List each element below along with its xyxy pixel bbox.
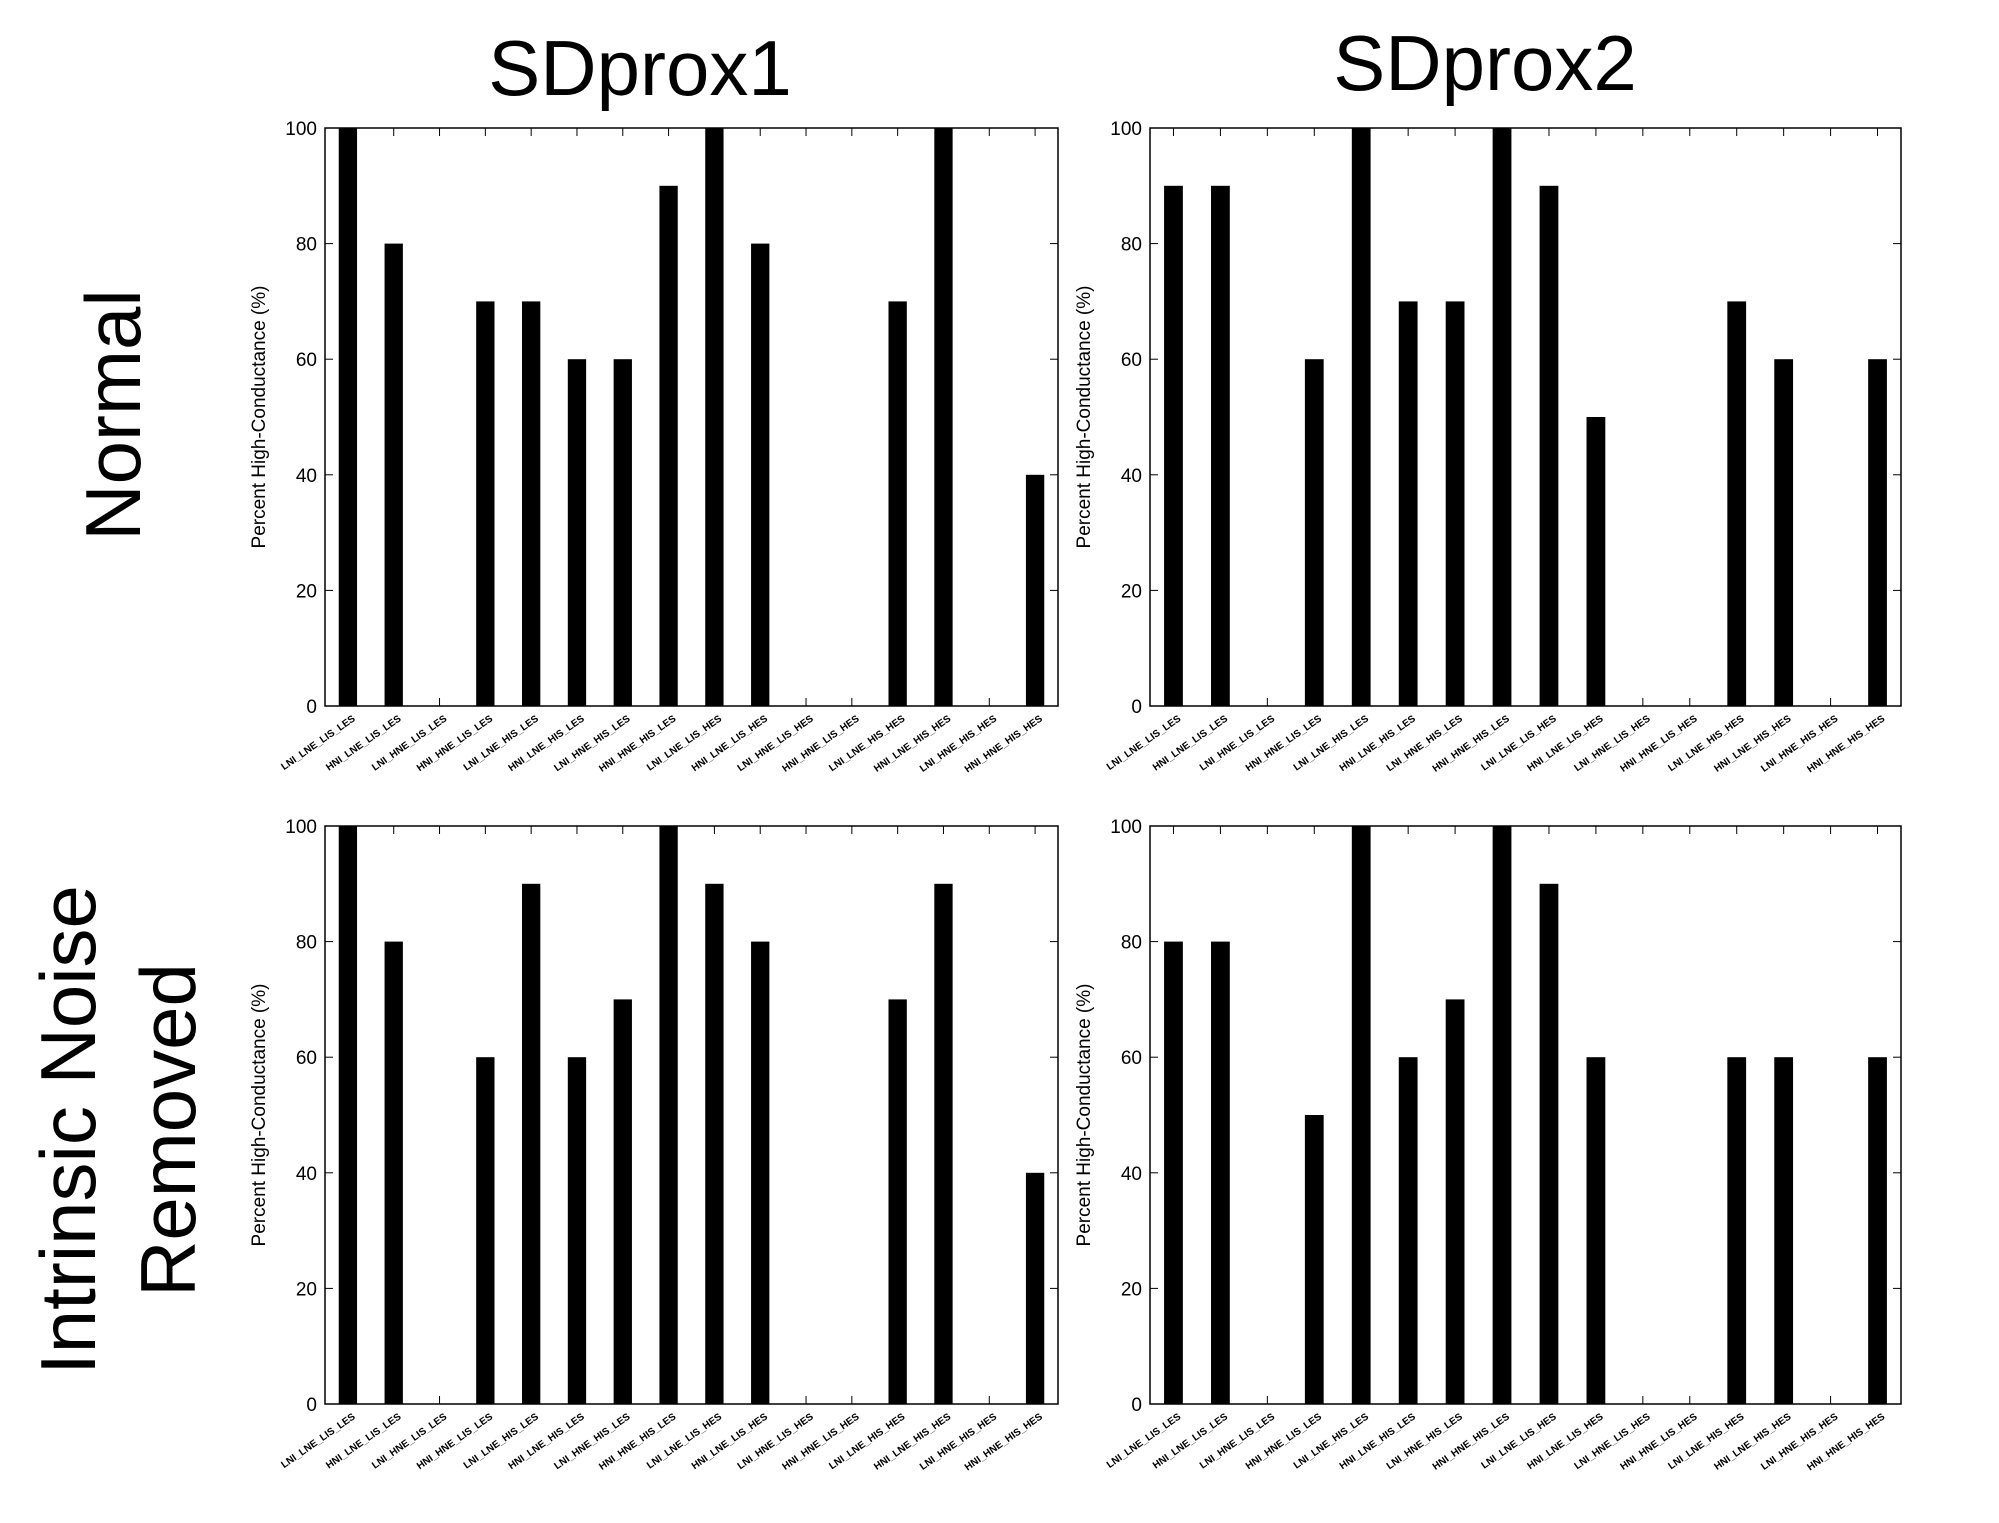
y-tick-label: 100 — [285, 817, 317, 838]
bar-HNI_HNE_LIS_LES — [1304, 359, 1324, 706]
bar-HNI_LNE_HIS_HES — [1774, 1057, 1794, 1404]
y-axis-label: Percent High-Conductance (%) — [1074, 286, 1095, 549]
y-tick-label: 80 — [296, 933, 317, 954]
bar-LNI_LNE_HIS_LES — [521, 883, 541, 1404]
bar-HNI_HNE_HIS_LES — [1492, 128, 1512, 706]
axes-frame — [324, 127, 1059, 707]
bar-LNI_HNE_HIS_LES — [613, 359, 632, 706]
bar-HNI_HNE_HIS_HES — [1868, 359, 1887, 706]
bar-HNI_LNE_HIS_HES — [1774, 359, 1794, 706]
bar-HNI_LNE_HIS_LES — [567, 1057, 587, 1404]
bar-HNI_LNE_HIS_LES — [567, 359, 587, 706]
bar-LNI_LNE_HIS_LES — [521, 301, 541, 706]
bar-HNI_HNE_LIS_LES — [476, 1057, 495, 1404]
bar-HNI_LNE_LIS_LES — [1211, 941, 1230, 1404]
y-tick-label: 60 — [296, 1048, 317, 1069]
bar-HNI_LNE_LIS_HES — [751, 243, 770, 706]
y-tick-label: 60 — [1121, 350, 1142, 371]
y-tick-label: 20 — [296, 581, 317, 602]
bar-LNI_HNE_HIS_LES — [613, 999, 632, 1404]
bar-HNI_LNE_HIS_HES — [934, 883, 953, 1404]
bar-HNI_HNE_HIS_LES — [1492, 826, 1512, 1404]
bar-HNI_LNE_LIS_HES — [1586, 417, 1606, 706]
y-axis-label: Percent High-Conductance (%) — [1074, 984, 1095, 1247]
bar-LNI_LNE_HIS_LES — [1351, 826, 1371, 1404]
axes-frame — [324, 825, 1059, 1405]
axes-frame — [1149, 127, 1902, 707]
bar-LNI_HNE_HIS_LES — [1445, 999, 1465, 1404]
y-tick-label: 0 — [306, 1395, 317, 1416]
bar-HNI_LNE_LIS_LES — [1211, 185, 1230, 707]
column-title-sdprox2: SDprox2 — [1333, 19, 1636, 107]
y-tick-label: 80 — [296, 235, 317, 256]
bar-LNI_LNE_HIS_HES — [888, 301, 907, 706]
bar-HNI_HNE_HIS_HES — [1025, 1172, 1045, 1404]
bar-LNI_LNE_LIS_HES — [705, 128, 724, 706]
bar-HNI_LNE_LIS_HES — [751, 941, 770, 1404]
bar-HNI_LNE_HIS_LES — [1398, 301, 1418, 706]
bar-HNI_LNE_LIS_LES — [384, 243, 403, 706]
y-tick-label: 100 — [1110, 119, 1142, 140]
y-tick-label: 100 — [285, 119, 317, 140]
bar-HNI_LNE_LIS_HES — [1586, 1057, 1606, 1404]
y-tick-label: 40 — [1121, 466, 1142, 487]
row-title-intrinsic-noise-line2: Removed — [124, 963, 212, 1297]
y-tick-label: 20 — [1121, 1279, 1142, 1300]
bar-LNI_LNE_LIS_LES — [338, 128, 358, 706]
bar-HNI_HNE_LIS_LES — [476, 301, 495, 706]
bar-LNI_HNE_HIS_LES — [1445, 301, 1465, 706]
bar-LNI_LNE_HIS_HES — [888, 999, 907, 1404]
y-tick-label: 60 — [1121, 1048, 1142, 1069]
bar-LNI_LNE_LIS_HES — [1539, 883, 1559, 1404]
bar-LNI_LNE_LIS_LES — [1164, 185, 1183, 707]
row-title-normal: Normal — [69, 289, 157, 540]
y-tick-label: 0 — [1131, 697, 1142, 718]
y-tick-label: 60 — [296, 350, 317, 371]
y-tick-label: 0 — [306, 697, 317, 718]
y-tick-label: 20 — [1121, 581, 1142, 602]
row-title-intrinsic-noise-line1: Intrinsic Noise — [24, 885, 112, 1375]
bar-HNI_HNE_HIS_LES — [659, 185, 678, 707]
bar-HNI_LNE_HIS_LES — [1398, 1057, 1418, 1404]
y-tick-label: 40 — [296, 1164, 317, 1185]
y-tick-label: 40 — [1121, 1164, 1142, 1185]
bar-LNI_LNE_LIS_LES — [1164, 941, 1183, 1404]
bar-HNI_HNE_HIS_HES — [1868, 1057, 1887, 1404]
bar-HNI_HNE_HIS_HES — [1025, 474, 1045, 706]
bar-LNI_LNE_LIS_HES — [1539, 185, 1559, 707]
bar-HNI_HNE_LIS_LES — [1304, 1115, 1324, 1404]
y-axis-label: Percent High-Conductance (%) — [249, 286, 270, 549]
y-tick-label: 20 — [296, 1279, 317, 1300]
y-tick-label: 40 — [296, 466, 317, 487]
y-tick-label: 100 — [1110, 817, 1142, 838]
bar-LNI_LNE_HIS_HES — [1727, 1057, 1747, 1404]
column-title-sdprox1: SDprox1 — [488, 24, 791, 112]
bar-HNI_LNE_LIS_LES — [384, 941, 403, 1404]
y-axis-label: Percent High-Conductance (%) — [249, 984, 270, 1247]
y-tick-label: 80 — [1121, 235, 1142, 256]
y-tick-label: 0 — [1131, 1395, 1142, 1416]
bar-LNI_LNE_HIS_HES — [1727, 301, 1747, 706]
bar-LNI_LNE_HIS_LES — [1351, 128, 1371, 706]
axes-frame — [1149, 825, 1902, 1405]
bar-LNI_LNE_LIS_HES — [705, 883, 724, 1404]
bar-LNI_LNE_LIS_LES — [338, 826, 358, 1404]
y-tick-label: 80 — [1121, 933, 1142, 954]
bar-HNI_HNE_HIS_LES — [659, 826, 678, 1404]
bar-HNI_LNE_HIS_HES — [934, 128, 953, 706]
